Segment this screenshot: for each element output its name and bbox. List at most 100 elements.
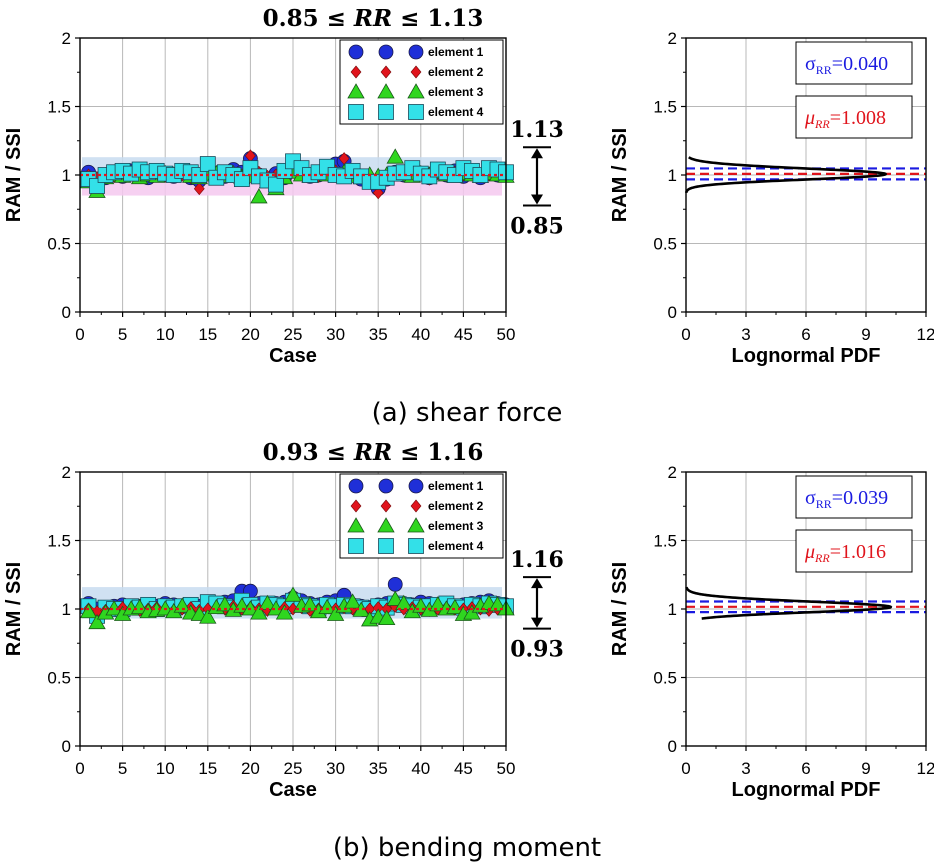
x-tick-label: 12 (917, 759, 934, 778)
legend-label: element 1 (428, 45, 484, 59)
data-point (301, 596, 319, 612)
y-tick-label: 1.5 (653, 98, 677, 117)
mu-value: =1.016 (830, 541, 886, 563)
x-tick-label: 0 (681, 325, 690, 344)
caption-shear-force: (a) shear force (372, 398, 563, 428)
x-axis-label: Lognormal PDF (732, 345, 881, 367)
title-part: 0.85 ≤ (263, 5, 354, 32)
mu-symbol: μ (804, 107, 815, 129)
legend-label: element 1 (428, 479, 484, 493)
y-tick-label: 0 (62, 737, 71, 756)
x-tick-label: 35 (369, 325, 388, 344)
series-element-4 (80, 153, 514, 194)
legend-label: element 2 (428, 65, 484, 79)
y-tick-label: 0.5 (653, 669, 677, 688)
x-tick-label: 50 (497, 325, 516, 344)
mu-value: =1.008 (830, 107, 886, 129)
legend-marker (380, 65, 392, 79)
legend-marker (348, 478, 364, 494)
legend-marker (347, 517, 365, 533)
legend-marker (408, 104, 424, 120)
title-part: RR (353, 5, 392, 32)
data-point (88, 613, 106, 630)
sigma-subscript: RR (816, 63, 832, 77)
data-point (378, 609, 396, 625)
sigma-box (795, 41, 913, 85)
x-tick-label: 50 (497, 759, 516, 778)
sigma-value: =0.040 (832, 53, 888, 75)
title-part: ≤ 1.16 (392, 439, 483, 466)
x-tick-label: 12 (917, 325, 934, 344)
legend-label: element 2 (428, 499, 484, 513)
x-axis-label: Case (269, 779, 317, 801)
legend-marker (407, 83, 425, 99)
legend-marker (410, 65, 422, 79)
data-point (318, 598, 336, 615)
x-tick-label: 0 (681, 759, 690, 778)
arrow-head-up (531, 148, 543, 159)
x-tick-label: 9 (861, 325, 870, 344)
legend-marker (378, 538, 394, 554)
y-tick-label: 1 (62, 166, 71, 185)
legend-marker (378, 44, 394, 60)
y-axis-label: RAM / SSI (3, 562, 25, 656)
legend-marker (350, 65, 362, 79)
upper-bound-label: 1.16 (510, 547, 564, 573)
y-tick-label: 1.5 (653, 532, 677, 551)
x-tick-label: 10 (156, 325, 175, 344)
y-tick-label: 1.5 (47, 532, 71, 551)
legend-marker (378, 104, 394, 120)
chart-title: 0.85 ≤ RR ≤ 1.13 (263, 5, 484, 32)
legend-marker (348, 104, 364, 120)
mu-text: μRR=1.008 (804, 107, 886, 131)
x-tick-label: 45 (454, 759, 473, 778)
x-tick-label: 6 (801, 759, 810, 778)
x-tick-label: 0 (75, 325, 84, 344)
title-part: RR (353, 439, 392, 466)
legend-marker (408, 44, 424, 60)
y-tick-label: 2 (62, 29, 71, 48)
x-axis-label: Case (269, 345, 317, 367)
arrow-head-up (531, 578, 543, 589)
data-point (372, 186, 384, 200)
legend-marker (378, 478, 394, 494)
x-tick-label: 3 (741, 325, 750, 344)
data-point (395, 594, 413, 610)
data-point (79, 602, 98, 619)
x-tick-label: 30 (326, 325, 345, 344)
legend-label: element 3 (428, 85, 484, 99)
x-tick-label: 15 (198, 325, 217, 344)
y-tick-label: 2 (668, 29, 677, 48)
data-point (216, 596, 234, 612)
x-axis-label: Lognormal PDF (732, 779, 881, 801)
mu-symbol: μ (804, 541, 815, 563)
x-tick-label: 10 (156, 759, 175, 778)
arrow-head-down (531, 194, 543, 205)
mu-box (795, 529, 913, 573)
legend-marker (348, 538, 364, 554)
x-tick-label: 0 (75, 759, 84, 778)
y-axis-label: RAM / SSI (3, 128, 25, 222)
legend-marker (410, 499, 422, 513)
data-point (387, 576, 403, 592)
y-tick-label: 2 (62, 463, 71, 482)
x-tick-label: 35 (369, 759, 388, 778)
data-point (326, 605, 345, 621)
data-point (488, 596, 507, 612)
x-tick-label: 5 (118, 759, 127, 778)
y-tick-label: 1 (668, 166, 677, 185)
legend-marker (348, 44, 364, 60)
y-tick-label: 0.5 (653, 235, 677, 254)
pdf-curve (684, 156, 888, 194)
data-point (268, 176, 284, 193)
data-point (130, 598, 149, 615)
y-tick-label: 0.5 (47, 669, 71, 688)
sigma-symbol: σ (805, 487, 816, 509)
caption-bending-moment: (b) bending moment (333, 833, 601, 863)
y-tick-label: 1.5 (47, 98, 71, 117)
legend-marker (350, 499, 362, 513)
